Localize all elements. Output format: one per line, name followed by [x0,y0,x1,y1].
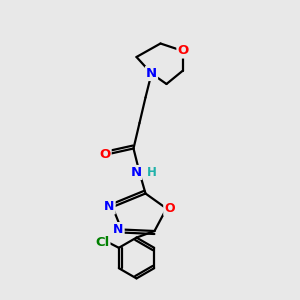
Text: N: N [130,166,142,179]
Text: O: O [164,202,175,215]
Text: N: N [104,200,115,214]
Text: Cl: Cl [95,236,109,249]
Text: N: N [146,67,157,80]
Text: O: O [99,148,111,161]
Text: H: H [147,166,157,179]
Text: N: N [113,223,124,236]
Text: O: O [177,44,189,58]
